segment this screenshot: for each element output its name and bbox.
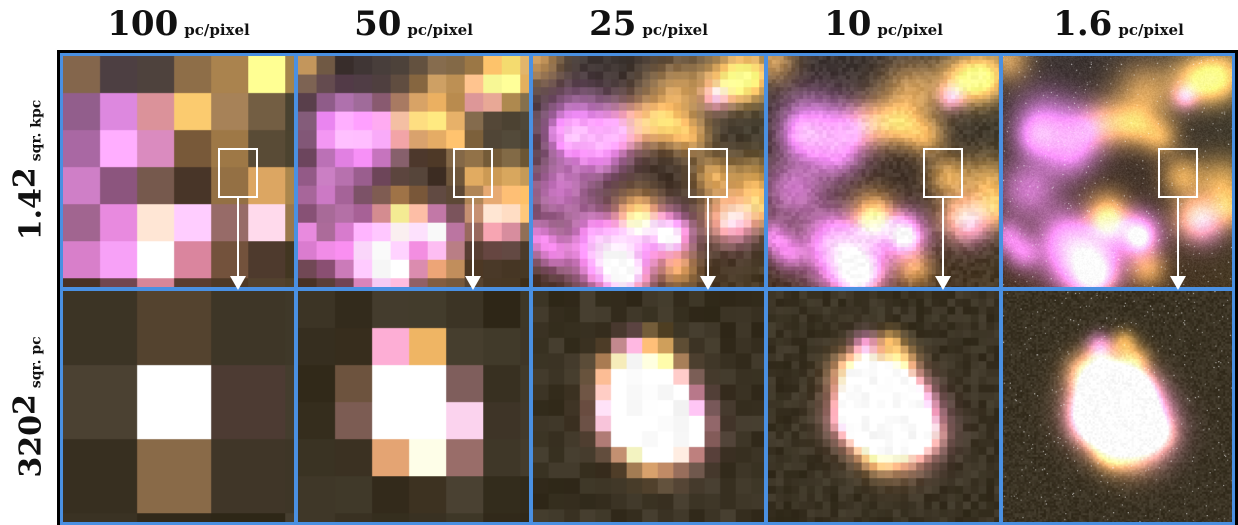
row-area-unit: sqr. kpc [28, 99, 45, 162]
wide-field-panel-10 [765, 53, 1002, 290]
nebula-image [298, 291, 529, 522]
zoom-arrow-line [1177, 198, 1179, 276]
nebula-image [768, 291, 999, 522]
zoom-panel-50 [295, 288, 532, 525]
wide-field-panel-25 [530, 53, 767, 290]
zoom-arrow-head [700, 276, 716, 290]
row-area-exponent: 2 [7, 394, 43, 416]
column-scale-value: 25 [589, 4, 637, 44]
zoom-region-box [218, 148, 258, 198]
zoom-region-box [453, 148, 493, 198]
nebula-image [533, 291, 764, 522]
row-area-unit: sqr. pc [28, 336, 45, 389]
zoom-arrow-head [935, 276, 951, 290]
zoom-panel-25 [530, 288, 767, 525]
galaxy-image [1003, 56, 1232, 287]
column-header-50: 50 pc/pixel [297, 4, 530, 48]
row-header-kpc: 1.42 sqr. kpc [0, 52, 56, 288]
column-scale-value: 50 [354, 4, 402, 44]
nebula-image [1003, 291, 1232, 522]
row-area-value: 320 [13, 415, 49, 478]
galaxy-image [63, 56, 294, 287]
image-grid [57, 50, 1238, 525]
zoom-arrow-line [472, 198, 474, 276]
column-scale-value: 100 [107, 4, 179, 44]
wide-field-panel-100 [60, 53, 297, 290]
column-scale-unit: pc/pixel [642, 21, 708, 39]
wide-field-panel-1-6 [1000, 53, 1235, 290]
column-scale-value: 10 [824, 4, 872, 44]
wide-field-panel-50 [295, 53, 532, 290]
zoom-panel-1-6 [1000, 288, 1235, 525]
zoom-arrow-head [465, 276, 481, 290]
column-scale-unit: pc/pixel [1118, 21, 1184, 39]
galaxy-image [298, 56, 529, 287]
zoom-arrow-head [1170, 276, 1186, 290]
row-area-value: 1.4 [13, 188, 49, 241]
row-header-pc: 3202 sqr. pc [0, 289, 56, 525]
zoom-arrow-line [707, 198, 709, 276]
column-scale-value: 1.6 [1053, 4, 1113, 44]
column-header-10: 10 pc/pixel [767, 4, 1000, 48]
nebula-image [63, 291, 294, 522]
zoom-region-box [688, 148, 728, 198]
row-area-exponent: 2 [7, 167, 43, 189]
column-scale-unit: pc/pixel [877, 21, 943, 39]
zoom-panel-100 [60, 288, 297, 525]
galaxy-image [533, 56, 764, 287]
column-scale-unit: pc/pixel [184, 21, 250, 39]
column-header-1-6: 1.6 pc/pixel [1002, 4, 1235, 48]
column-scale-unit: pc/pixel [407, 21, 473, 39]
column-header-100: 100 pc/pixel [62, 4, 295, 48]
zoom-region-box [1158, 148, 1198, 198]
zoom-region-box [923, 148, 963, 198]
galaxy-image [768, 56, 999, 287]
column-header-25: 25 pc/pixel [532, 4, 765, 48]
zoom-arrow-line [237, 198, 239, 276]
zoom-arrow-head [230, 276, 246, 290]
zoom-panel-10 [765, 288, 1002, 525]
zoom-arrow-line [942, 198, 944, 276]
